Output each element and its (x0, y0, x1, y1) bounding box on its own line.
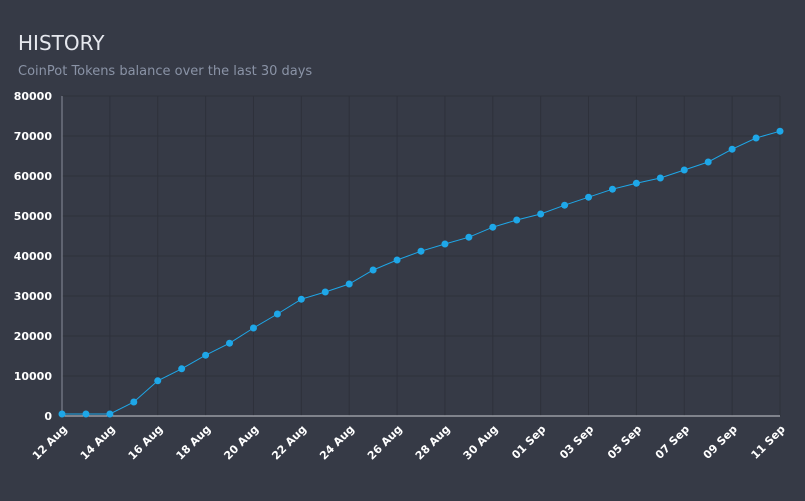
data-point (489, 223, 497, 231)
data-point (106, 410, 114, 418)
data-point (537, 210, 545, 218)
y-tick-label: 20000 (14, 330, 53, 343)
y-tick-label: 10000 (14, 370, 53, 383)
x-tick-label: 01 Sep (509, 423, 548, 462)
x-tick-label: 03 Sep (557, 423, 596, 462)
y-tick-label: 80000 (14, 90, 53, 103)
data-point (776, 127, 784, 135)
x-tick-label: 18 Aug (174, 423, 214, 463)
data-point (608, 185, 616, 193)
x-tick-label: 30 Aug (461, 423, 501, 463)
data-point (585, 193, 593, 201)
data-point (465, 233, 473, 241)
data-point (273, 310, 281, 318)
data-point (154, 377, 162, 385)
data-point (441, 240, 449, 248)
data-point (369, 266, 377, 274)
data-point (752, 134, 760, 142)
data-point (345, 280, 353, 288)
x-tick-label: 16 Aug (126, 423, 166, 463)
data-point (321, 288, 329, 296)
y-tick-label: 50000 (14, 210, 53, 223)
data-point (632, 179, 640, 187)
x-tick-label: 22 Aug (269, 423, 309, 463)
y-tick-label: 60000 (14, 170, 53, 183)
y-tick-label: 0 (44, 410, 52, 423)
data-point (728, 145, 736, 153)
data-point (178, 365, 186, 373)
data-point (393, 256, 401, 264)
data-point (297, 295, 305, 303)
chart-title: HISTORY (18, 31, 105, 55)
x-tick-label: 28 Aug (413, 423, 453, 463)
x-tick-label: 12 Aug (30, 423, 70, 463)
y-tick-label: 30000 (14, 290, 53, 303)
x-tick-label: 20 Aug (221, 423, 261, 463)
data-point (202, 351, 210, 359)
series-line (62, 130, 781, 415)
x-tick-label: 07 Sep (653, 423, 692, 462)
data-point (656, 174, 664, 182)
data-point (82, 410, 90, 418)
data-point (226, 339, 234, 347)
chart-subtitle: CoinPot Tokens balance over the last 30 … (18, 64, 312, 79)
data-point (130, 398, 138, 406)
x-tick-label: 11 Sep (749, 423, 788, 462)
data-point (561, 201, 569, 209)
data-point (249, 324, 257, 332)
data-point (680, 166, 688, 174)
y-tick-label: 40000 (14, 250, 53, 263)
x-tick-label: 14 Aug (78, 423, 118, 463)
x-tick-label: 05 Sep (605, 423, 644, 462)
x-tick-label: 09 Sep (701, 423, 740, 462)
x-tick-label: 24 Aug (317, 423, 357, 463)
data-point (704, 158, 712, 166)
data-point (417, 247, 425, 255)
x-tick-label: 26 Aug (365, 423, 405, 463)
data-point (513, 216, 521, 224)
data-point (58, 410, 66, 418)
y-tick-label: 70000 (14, 130, 53, 143)
